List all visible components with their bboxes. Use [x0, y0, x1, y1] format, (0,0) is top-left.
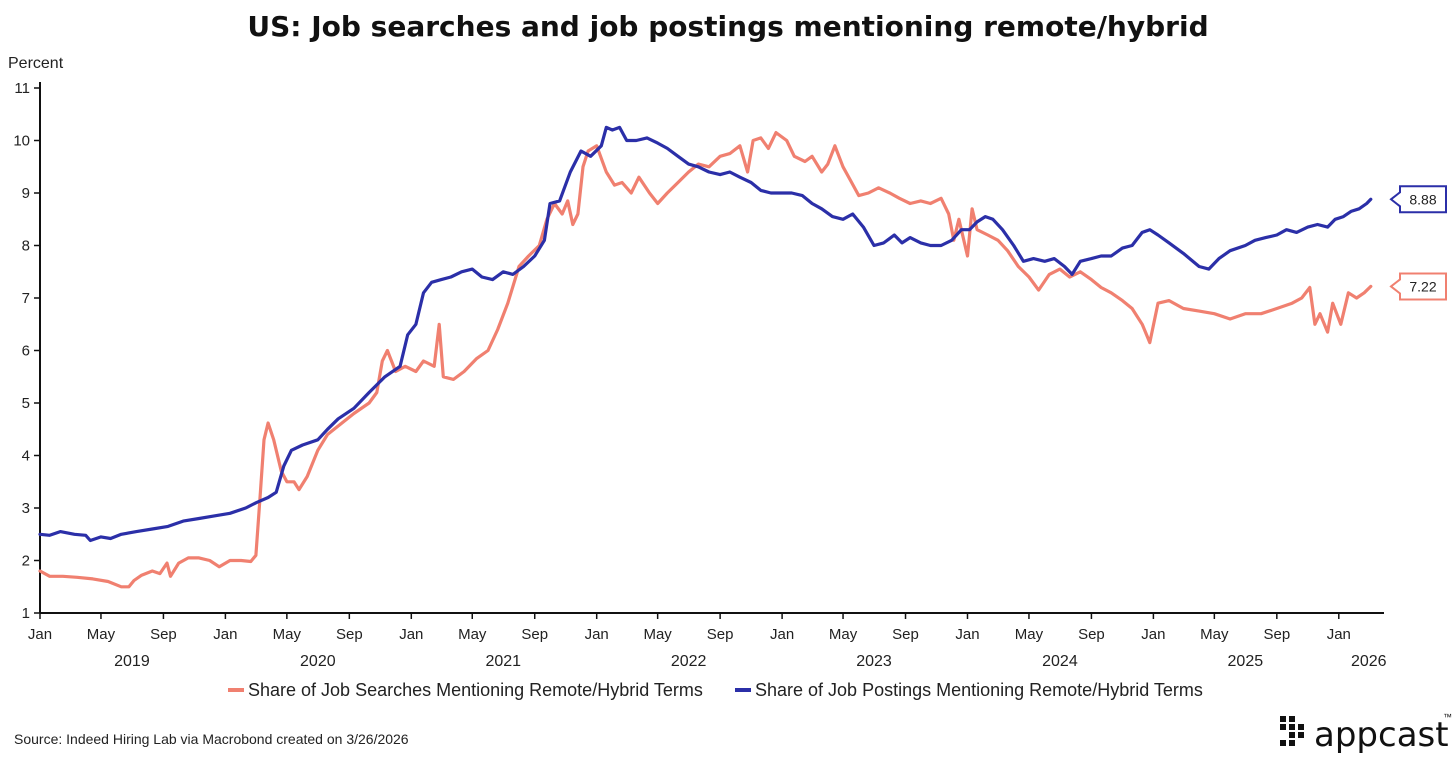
end-value-label-box: [1389, 272, 1447, 301]
x-tick-label: May: [458, 626, 487, 643]
x-tick-label: Sep: [521, 626, 548, 643]
x-tick-label: May: [273, 626, 302, 643]
year-label: 2019: [114, 653, 150, 670]
end-value-label-text: 7.22: [1409, 278, 1436, 294]
x-tick-label: May: [829, 626, 858, 643]
year-label: 2026: [1351, 653, 1387, 670]
y-tick-label: 9: [22, 185, 30, 202]
brand-name: appcast: [1314, 715, 1449, 755]
x-tick-label: Jan: [1141, 626, 1165, 643]
end-value-label-text: 8.88: [1409, 191, 1436, 207]
y-tick-label: 8: [22, 238, 30, 255]
logo-dot: [1289, 724, 1295, 730]
legend-label: Share of Job Postings Mentioning Remote/…: [755, 680, 1203, 700]
logo-dot: [1280, 724, 1286, 730]
searches-series-line: [38, 131, 1373, 589]
y-tick-label: 2: [22, 553, 30, 570]
x-tick-label: Sep: [892, 626, 919, 643]
year-label: 2023: [856, 653, 892, 670]
y-tick-label: 7: [22, 290, 30, 307]
year-label: 2024: [1042, 653, 1078, 670]
y-tick-label: 1: [22, 605, 30, 622]
x-tick-label: Jan: [1327, 626, 1351, 643]
logo-dot: [1289, 740, 1295, 746]
x-tick-label: May: [643, 626, 672, 643]
year-label: 2025: [1228, 653, 1264, 670]
source-note: Source: Indeed Hiring Lab via Macrobond …: [14, 731, 409, 747]
x-tick-label: May: [1015, 626, 1044, 643]
x-tick-label: Sep: [707, 626, 734, 643]
end-value-label: 7.22: [1389, 272, 1447, 301]
year-label: 2020: [300, 653, 336, 670]
x-tick-label: Jan: [213, 626, 237, 643]
x-tick-label: May: [87, 626, 116, 643]
x-tick-label: Sep: [1078, 626, 1105, 643]
x-tick-label: Sep: [336, 626, 363, 643]
x-tick-label: Jan: [770, 626, 794, 643]
x-tick-label: Jan: [955, 626, 979, 643]
x-tick-label: Jan: [585, 626, 609, 643]
brand-trademark: ™: [1443, 712, 1452, 722]
end-labels: 7.22 8.88: [1389, 185, 1447, 301]
x-tick-label: May: [1200, 626, 1229, 643]
brand-logo: appcast ™: [1280, 712, 1452, 755]
y-tick-label: 3: [22, 500, 30, 517]
appcast-logo-icon: [1280, 716, 1304, 746]
logo-dot: [1298, 732, 1304, 738]
axes: 1 2 3 4 5 6 7 8 9 10 11 Jan May Sep Jan May Sep Jan May Sep…: [13, 80, 1386, 670]
logo-dot: [1280, 716, 1286, 722]
end-value-label: 8.88: [1389, 185, 1447, 214]
legend-label: Share of Job Searches Mentioning Remote/…: [248, 680, 703, 700]
y-tick-label: 10: [13, 133, 30, 150]
y-tick-label: 6: [22, 343, 30, 360]
y-tick-label: 11: [14, 80, 30, 97]
legend: Share of Job Searches Mentioning Remote/…: [228, 680, 1203, 700]
x-tick-label: Sep: [150, 626, 177, 643]
x-tick-label: Sep: [1263, 626, 1290, 643]
logo-dot: [1289, 732, 1295, 738]
logo-dot: [1289, 716, 1295, 722]
y-tick-label: 4: [22, 448, 30, 465]
logo-dot: [1280, 740, 1286, 746]
x-tick-label: Jan: [28, 626, 52, 643]
series-lines: [38, 125, 1373, 589]
y-axis-label: Percent: [8, 55, 64, 72]
year-label: 2022: [671, 653, 707, 670]
y-tick-label: 5: [22, 395, 30, 412]
logo-dot: [1298, 724, 1304, 730]
postings-series-line: [38, 125, 1373, 543]
chart-title: US: Job searches and job postings mentio…: [247, 10, 1208, 43]
year-label: 2021: [485, 653, 521, 670]
x-tick-label: Jan: [399, 626, 423, 643]
end-value-label-box: [1389, 185, 1447, 214]
